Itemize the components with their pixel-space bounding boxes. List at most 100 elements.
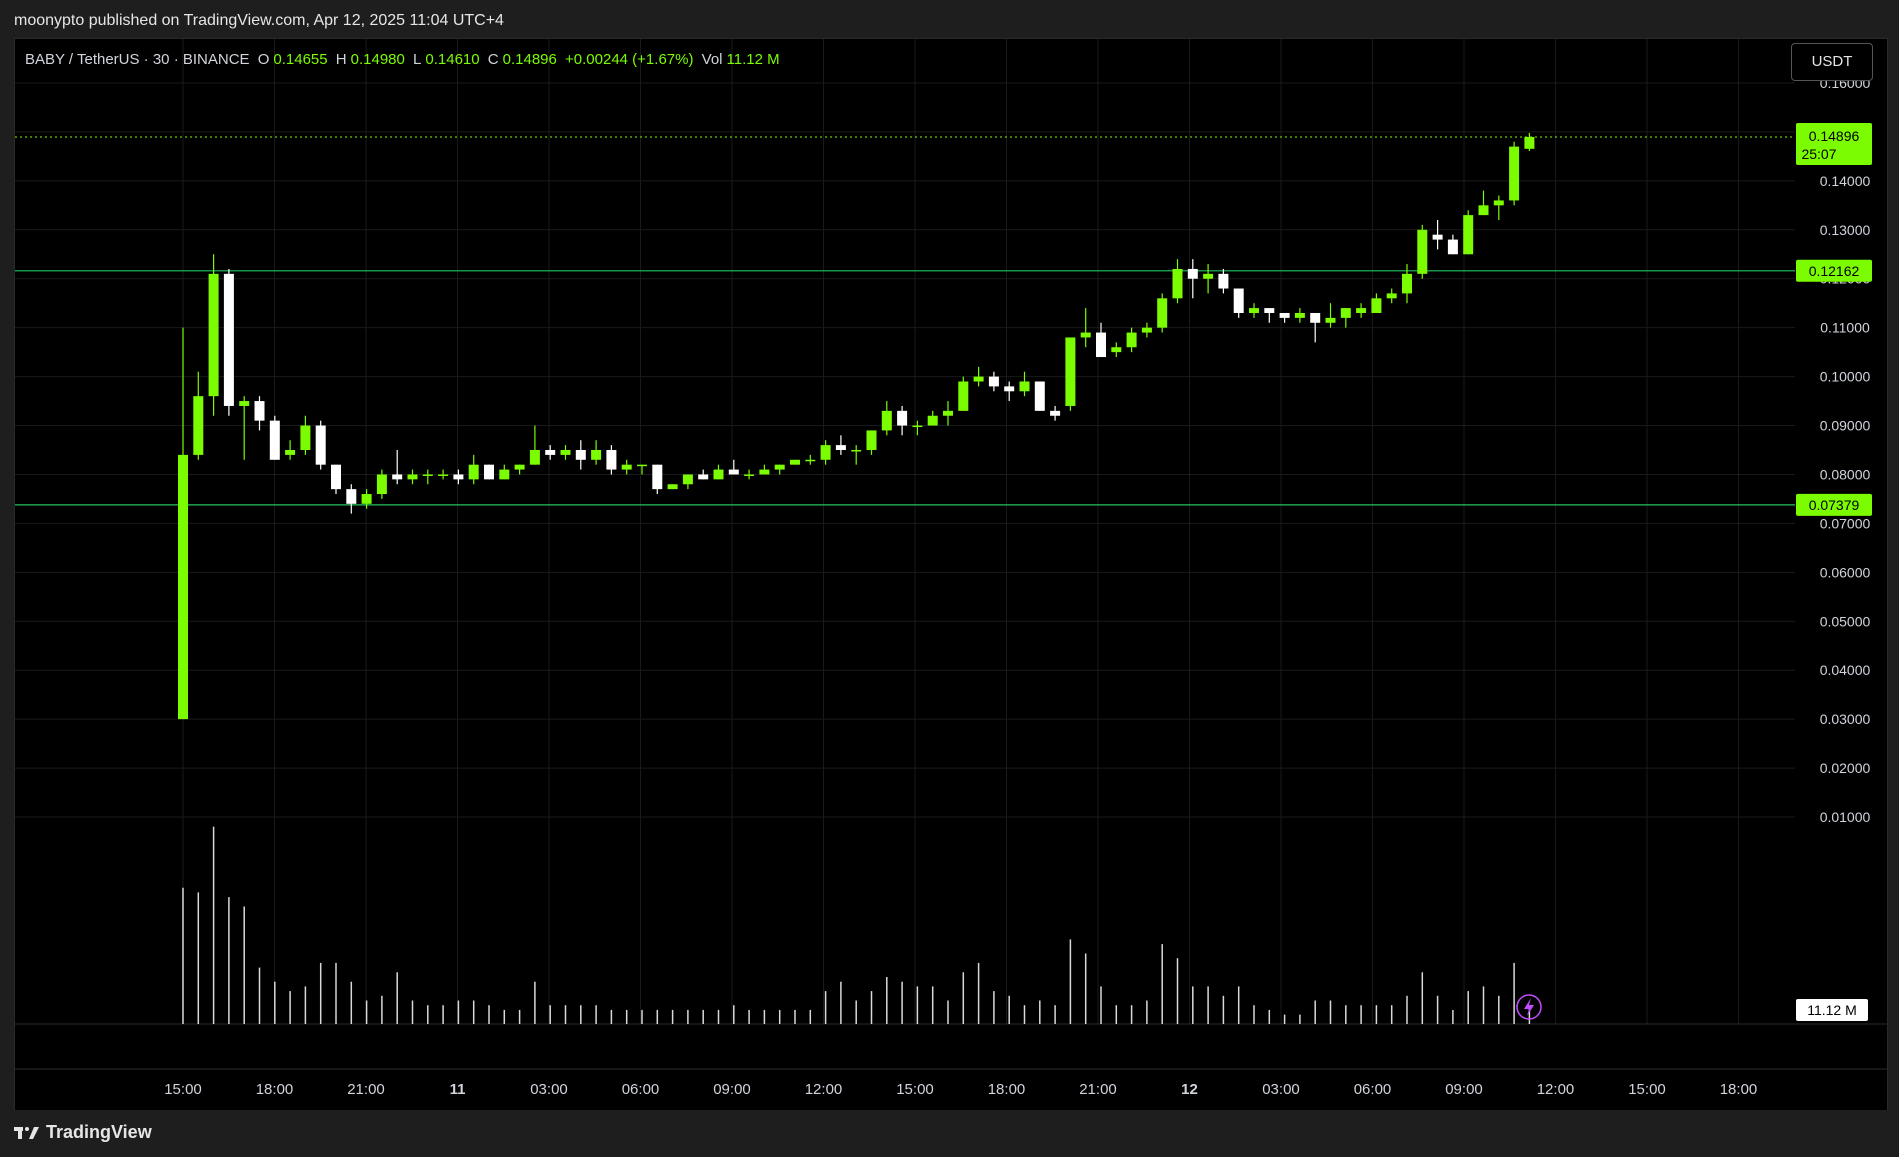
candle-body [1233,288,1244,313]
countdown-label: 25:07 [1801,146,1836,162]
x-tick-label: 12:00 [1537,1081,1575,1098]
symbol-label[interactable]: BABY / TetherUS · 30 · BINANCE [25,51,250,68]
candle-body [1004,386,1015,392]
y-tick-label: 0.02000 [1820,760,1871,776]
candle-body [1356,308,1367,313]
candle-body [1141,327,1152,333]
candle-body [407,474,418,480]
y-tick-label: 0.08000 [1820,466,1871,482]
currency-button[interactable]: USDT [1791,43,1873,81]
candle-body [728,469,739,475]
volume-value-box [1796,999,1868,1021]
candle-body [591,450,602,460]
candle-body [1325,317,1336,323]
candle-body [331,464,341,490]
candle-body [1524,137,1535,149]
last-price-box [1796,123,1872,166]
candle-body [392,474,403,480]
y-tick-label: 0.05000 [1820,613,1871,629]
lightning-icon [1516,994,1542,1020]
x-tick-label: 15:00 [896,1081,934,1098]
candle-body [1203,273,1214,279]
footer: TradingView [0,1110,1899,1157]
candle-body [759,469,770,475]
candle-body [713,469,724,480]
x-tick-label: 12 [1181,1081,1198,1098]
candle-body [927,415,938,426]
close-value: 0.14896 [502,51,557,68]
candle-body [1249,308,1259,313]
candle-body [790,459,800,465]
candle-body [1371,298,1382,313]
candle-body [897,410,908,426]
candle-body [453,474,464,480]
level-label: 0.12162 [1809,263,1860,279]
candle-body [1493,200,1504,206]
y-tick-label: 0.06000 [1820,564,1871,580]
x-tick-label: 12:00 [805,1081,843,1098]
candle-body [1172,268,1183,299]
volume-value-label: 11.12 M [1807,1002,1857,1018]
candle-body [315,425,326,465]
candle-body [820,445,831,460]
y-tick-label: 0.09000 [1820,418,1871,434]
candlestick-chart[interactable]: 0.160000.150000.140000.130000.120000.110… [15,39,1887,1111]
x-tick-label: 18:00 [988,1081,1026,1098]
candle-body [1050,410,1061,416]
y-tick-label: 0.04000 [1820,662,1871,678]
y-tick-label: 0.13000 [1820,222,1871,238]
candle-body [484,464,494,480]
y-tick-label: 0.14000 [1820,173,1871,189]
candle-body [269,420,280,460]
x-tick-label: 11 [450,1081,466,1098]
candle-body [881,410,892,431]
candle-body [1187,268,1198,279]
candle-body [943,410,953,416]
candle-body [575,450,586,460]
open-label: O [257,51,270,68]
candle-body [866,430,877,450]
candle-body [208,273,219,397]
publish-info: moonypto published on TradingView.com, A… [14,12,504,29]
open-value: 0.14655 [273,51,328,68]
candle-body [514,464,525,470]
level-label: 0.07379 [1809,497,1860,513]
tradingview-brand[interactable]: TradingView [14,1122,152,1143]
candle-body [1417,229,1428,274]
close-label: C [487,51,499,68]
candle-body [958,381,969,411]
candle-body [1463,215,1474,255]
x-tick-label: 09:00 [713,1081,751,1098]
candle-body [193,396,204,455]
candle-body [223,273,234,406]
candle-body [1264,308,1275,313]
candle-body [698,474,709,480]
ohlc-legend: BABY / TetherUS · 30 · BINANCE O 0.14655 … [25,51,784,68]
x-tick-label: 06:00 [622,1081,660,1098]
candle-body [805,459,816,462]
candle-body [912,425,923,428]
candle-body [1402,273,1412,294]
high-value: 0.14980 [350,51,405,68]
x-tick-label: 15:00 [164,1081,202,1098]
low-label: L [413,51,422,68]
candle-body [1126,332,1137,348]
x-tick-label: 15:00 [1628,1081,1666,1098]
y-tick-label: 0.01000 [1820,809,1871,825]
candle-body [545,450,556,455]
x-tick-label: 18:00 [1720,1081,1758,1098]
y-tick-label: 0.10000 [1820,369,1871,385]
lightning-icon-bolt [1524,998,1534,1016]
chart-panel[interactable]: 0.160000.150000.140000.130000.120000.110… [14,38,1888,1112]
candle-body [1279,312,1290,318]
tradingview-logo-icon [14,1126,39,1139]
candle-body [346,489,357,504]
x-tick-label: 03:00 [1262,1081,1300,1098]
candle-body [1096,332,1106,358]
candle-body [682,474,693,485]
candle-body [438,474,449,476]
candle-body [851,450,862,452]
top-bar: moonypto published on TradingView.com, A… [0,0,1899,40]
lightning-icon-circle [1516,994,1542,1020]
x-tick-label: 09:00 [1445,1081,1483,1098]
